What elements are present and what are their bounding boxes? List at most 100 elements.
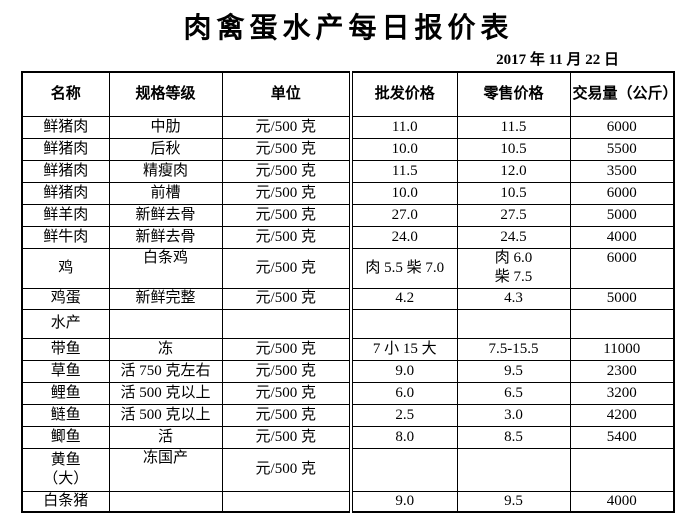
table-cell: 元/500 克 (221, 225, 352, 249)
table-row: 鸡白条鸡 元/500 克肉 5.5 柴 7.0 肉 6.0 柴 7.5 6000 (21, 247, 675, 289)
table-cell: 鲜猪肉 (21, 181, 110, 205)
table-cell: 6000 (569, 247, 675, 289)
table-row: 名称 规格等级 单位 批发价格 零售价格 交易量（公斤） (21, 71, 675, 117)
table-cell: 新鲜去骨 (108, 203, 223, 227)
table-cell: 新鲜完整 (108, 287, 223, 310)
table-cell (569, 447, 675, 492)
table-row: 鲜牛肉 新鲜去骨 元/500 克 24.0 24.5 4000 (21, 225, 675, 249)
table-cell: 肉 5.5 柴 7.0 (349, 247, 458, 289)
table-cell: 5000 (569, 287, 675, 310)
table-row: 鲜羊肉 新鲜去骨 元/500 克 27.0 27.5 5000 (21, 203, 675, 227)
table-cell: 元/500 克 (221, 447, 352, 492)
table-cell: 10.0 (349, 181, 458, 205)
table-cell: 9.0 (349, 359, 458, 383)
table-row: 水产 (21, 308, 675, 339)
table-cell: 5400 (569, 425, 675, 449)
header-cell: 交易量（公斤） (569, 71, 675, 117)
table-cell: 鸡 (21, 247, 110, 289)
table-cell: 10.5 (456, 181, 571, 205)
table-cell: 元/500 克 (221, 247, 352, 289)
table-cell: 元/500 克 (221, 403, 352, 427)
table-cell: 活 750 克左右 (108, 359, 223, 383)
table-cell: 10.0 (349, 137, 458, 161)
table-cell (456, 447, 571, 492)
header-cell: 零售价格 (456, 71, 571, 117)
table-cell: 6000 (569, 181, 675, 205)
table-row: 鸡蛋 新鲜完整 元/500 克 4.2 4.3 5000 (21, 287, 675, 310)
table-cell: 2300 (569, 359, 675, 383)
table-cell: 3500 (569, 159, 675, 183)
table-cell: 冻国产 (108, 447, 223, 492)
table-row: 鲜猪肉 后秋 元/500 克 10.0 10.5 5500 (21, 137, 675, 161)
table-cell: 2.5 (349, 403, 458, 427)
table-cell: 肉 6.0 柴 7.5 (456, 247, 571, 289)
header-cell: 规格等级 (108, 71, 223, 117)
table-body: 鲜猪肉 中肋 元/500 克 11.0 11.5 6000 鲜猪肉 后秋 元/500 克 10.0… (21, 115, 675, 512)
page-title: 肉禽蛋水产每日报价表 (183, 13, 514, 44)
table-row: 草鱼活 750 克左右 元/500 克 9.0 9.5 2300 (21, 359, 675, 383)
table-cell: 6000 (569, 115, 675, 139)
table-cell: 24.0 (349, 225, 458, 249)
table-row: 鲤鱼活 500 克以上 元/500 克 6.0 6.5 3200 (21, 381, 675, 405)
table-cell: 元/500 克 (221, 337, 352, 361)
table-cell: 3.0 (456, 403, 571, 427)
table-cell: 水产 (21, 308, 110, 339)
table-cell (221, 490, 352, 512)
table-cell: 10.5 (456, 137, 571, 161)
table-cell: 7 小 15 大 (349, 337, 458, 361)
table-cell: 元/500 克 (221, 203, 352, 227)
table-cell: 3200 (569, 381, 675, 405)
table-cell: 27.0 (349, 203, 458, 227)
table-cell: 鲜猪肉 (21, 115, 110, 139)
table-row: 黄鱼 （大） 冻国产 元/500 克 (21, 447, 675, 492)
table-cell: 元/500 克 (221, 115, 352, 139)
table-row: 鲜猪肉 中肋 元/500 克 11.0 11.5 6000 (21, 115, 675, 139)
table-cell (108, 490, 223, 512)
table-cell: 鲜羊肉 (21, 203, 110, 227)
table-cell: 白条鸡 (108, 247, 223, 289)
table-cell: 元/500 克 (221, 359, 352, 383)
table-cell (349, 308, 458, 339)
table-header-row: 名称 规格等级 单位 批发价格 零售价格 交易量（公斤） (21, 71, 675, 117)
table-cell: 元/500 克 (221, 287, 352, 310)
table-cell: 活 (108, 425, 223, 449)
table-cell (349, 447, 458, 492)
table-cell: 24.5 (456, 225, 571, 249)
table-row: 鲢鱼活 500 克以上 元/500 克 2.5 3.0 4200 (21, 403, 675, 427)
table-cell: 11000 (569, 337, 675, 361)
header-cell: 名称 (21, 71, 110, 117)
table-cell: 4.2 (349, 287, 458, 310)
table-cell: 9.5 (456, 359, 571, 383)
table-cell: 鲫鱼 (21, 425, 110, 449)
table-cell: 8.5 (456, 425, 571, 449)
table-cell: 鲢鱼 (21, 403, 110, 427)
header-cell: 批发价格 (349, 71, 458, 117)
table-cell: 5500 (569, 137, 675, 161)
table-cell: 元/500 克 (221, 381, 352, 405)
table-cell: 9.5 (456, 490, 571, 512)
table-cell: 鲤鱼 (21, 381, 110, 405)
header-cell: 单位 (221, 71, 352, 117)
table-cell: 27.5 (456, 203, 571, 227)
table-cell: 8.0 (349, 425, 458, 449)
table-row: 鲫鱼活元/500 克 8.0 8.5 5400 (21, 425, 675, 449)
table-cell: 9.0 (349, 490, 458, 512)
table-cell: 前槽 (108, 181, 223, 205)
table-cell: 6.0 (349, 381, 458, 405)
table-cell: 鲜猪肉 (21, 137, 110, 161)
table-cell: 中肋 (108, 115, 223, 139)
table-cell: 7.5-15.5 (456, 337, 571, 361)
table-cell: 冻 (108, 337, 223, 361)
table-cell: 鲜牛肉 (21, 225, 110, 249)
table-cell (221, 308, 352, 339)
table-cell (108, 308, 223, 339)
report-date: 2017 年 11 月 22 日 (496, 52, 619, 68)
table-cell: 6.5 (456, 381, 571, 405)
table-cell: 4000 (569, 225, 675, 249)
table-row: 白条猪 9.0 9.5 4000 (21, 490, 675, 512)
table-cell: 4200 (569, 403, 675, 427)
table-row: 鲜猪肉 前槽 元/500 克 10.0 10.5 6000 (21, 181, 675, 205)
table-cell: 元/500 克 (221, 181, 352, 205)
table-cell: 草鱼 (21, 359, 110, 383)
